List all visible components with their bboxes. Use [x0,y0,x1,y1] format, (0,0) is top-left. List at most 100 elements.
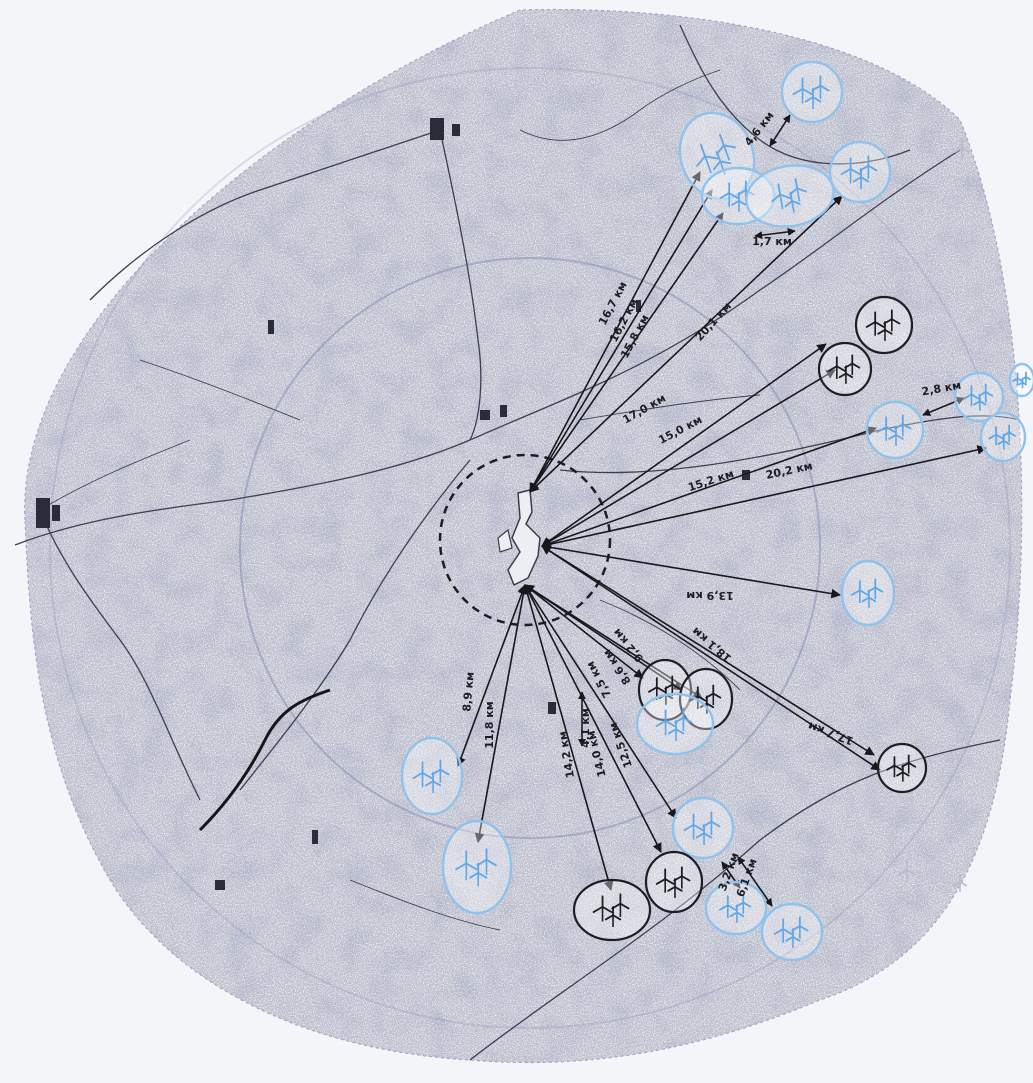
turbine-icon [673,866,691,889]
turbine-icon [696,143,719,174]
turbine-icon [861,589,877,608]
existing-wind-farm-se1[interactable] [637,658,693,722]
distance-label-17: 11,8 км [483,701,496,748]
turbine-marker-1 [954,139,970,160]
planned-wind-farm-se3[interactable] [635,692,715,756]
wind-turbine-cluster-icon [865,309,901,341]
turbine-icon [667,878,683,898]
existing-wind-farm-se5[interactable] [876,742,928,794]
distance-arrow-18 [456,584,527,767]
wind-turbine-cluster-icon [683,811,721,846]
turbine-marker-3 [898,860,916,883]
planned-wind-farm-n3[interactable] [741,159,838,233]
turbine-icon [886,756,903,778]
turbine-icon [424,771,442,794]
turbine-icon [712,151,732,176]
road-north [439,129,482,441]
road-northwest [89,129,441,301]
turbine-icon [828,356,846,380]
existing-wind-farm-ne1[interactable] [854,295,914,355]
turbine-icon [852,167,870,190]
road-southwest [239,459,471,791]
study-area-boundary [24,8,1023,1064]
wind-farm-clusters [400,60,1033,962]
distance-arrow-8 [541,445,987,549]
turbine-icon [840,157,861,184]
wind-turbine-cluster-icon [963,383,994,411]
planned-wind-farm-e2[interactable] [953,371,1005,423]
planned-wind-farm-e3[interactable] [979,411,1027,463]
turbine-icon [719,895,737,919]
turbine-marker-2 [961,176,975,192]
distance-label-23: 4,1 км [579,708,592,748]
existing-wind-farm-s3[interactable] [572,878,652,942]
planned-wind-farm-s4[interactable] [704,880,768,936]
planned-wind-farm-se4[interactable] [840,559,896,627]
turbine-icon [896,764,910,782]
planned-wind-farm-e1[interactable] [865,400,925,460]
turbine-icon [455,850,478,881]
wind-turbine-cluster-icon [655,707,693,742]
turbine-icon [655,868,675,893]
turbine-icon [705,684,722,706]
wind-turbine-cluster-icon [840,155,878,190]
turbine-icon [719,182,739,207]
wind-turbine-cluster-icon [792,75,830,110]
wind-turbine-cluster-icon [771,178,807,213]
turbine-icon [592,895,613,922]
wind-turbine-cluster-icon [696,133,736,176]
planned-wind-farm-n1[interactable] [668,102,766,209]
wind-turbine-cluster-icon [1012,371,1031,389]
turbine-icon [604,905,622,928]
wind-turbine-cluster-icon [655,866,691,898]
turbine-icon [695,823,713,846]
planned-wind-farm-e4[interactable] [1008,362,1033,398]
planned-wind-farm-s1[interactable] [671,796,735,860]
turbine-icon [988,426,1004,446]
wind-turbine-cluster-icon [592,893,630,928]
existing-wind-farm-s2[interactable] [644,850,704,914]
turbine-icon [888,426,904,446]
railway [198,688,331,832]
turbine-icon [1012,372,1023,386]
planned-wind-farm-sw2[interactable] [441,819,513,915]
existing-wind-farm-ne2[interactable] [817,341,873,397]
turbine-icon [792,77,813,104]
turbine-icon [973,393,987,411]
planned-wind-farm-sw1[interactable] [400,736,464,816]
wind-turbine-cluster-icon [412,759,450,794]
turbine-icon [785,928,801,948]
turbine-icon [412,761,433,788]
turbine-icon [1018,377,1027,389]
turbine-icon [963,385,980,407]
wind-turbine-cluster-icon [828,354,861,384]
turbine-icon [731,192,747,212]
turbine-icon [876,416,896,441]
turbine-icon [838,365,854,384]
wind-turbine-cluster-icon [886,754,917,782]
turbine-icon [667,719,685,742]
turbine-icon [773,918,793,943]
spacing-arrow-6 [721,861,741,889]
turbine-icon [683,813,704,840]
turbine-icon [953,874,967,892]
turbine-icon [954,139,970,160]
turbine-icon [961,176,975,192]
turbine-icon [655,709,676,736]
planned-wind-farm-s5[interactable] [760,902,824,962]
turbine-icon [877,321,893,341]
wind-turbine-cluster-icon [851,578,884,608]
spacing-arrow-2 [754,227,796,240]
turbine-marker-4 [953,874,967,892]
wind-turbine-cluster-icon [719,893,752,923]
planned-wind-farm-n5[interactable] [780,60,844,124]
turbine-icon [784,191,801,213]
turbine-icon [469,862,488,887]
planned-wind-farm-n4[interactable] [828,140,892,204]
road-west [39,509,201,801]
turbine-icon [804,87,822,110]
spacing-arrow-1 [769,114,791,147]
turbine-icon [997,433,1011,450]
